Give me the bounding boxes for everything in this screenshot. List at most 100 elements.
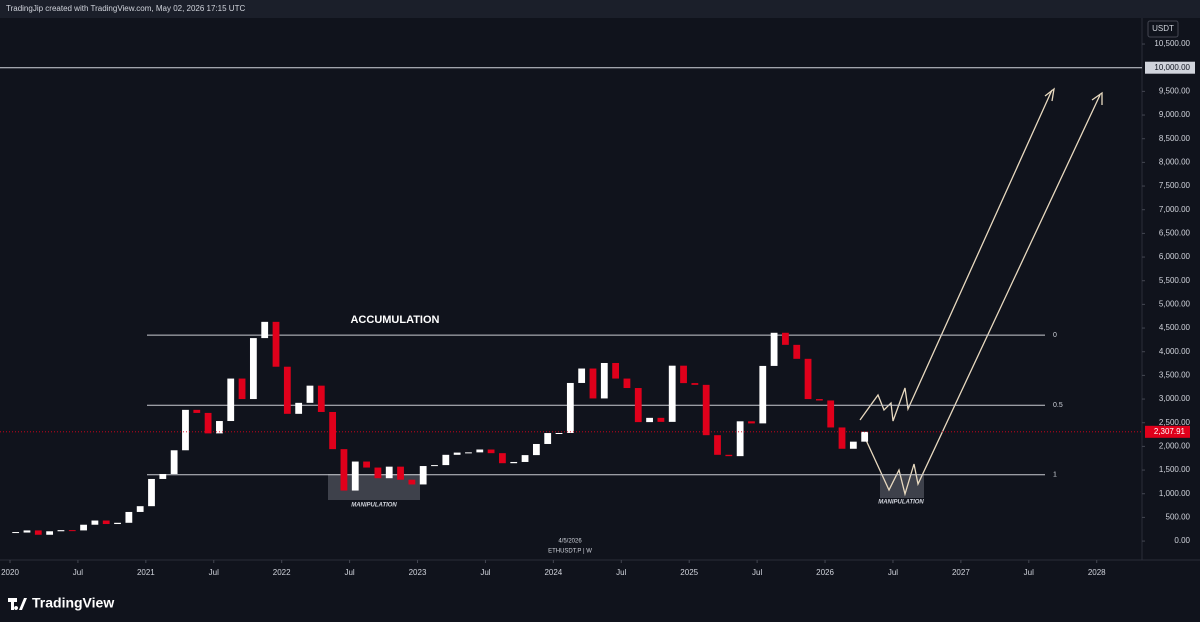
candle	[363, 461, 370, 468]
x-tick-label: Jul	[73, 568, 83, 577]
symbol-label: ETHUSDT.P | W	[548, 549, 592, 555]
candle	[680, 365, 687, 384]
candle	[431, 465, 438, 467]
candle	[317, 385, 325, 412]
candle	[216, 421, 223, 434]
candle	[815, 399, 823, 401]
x-tick-label: 2020	[1, 568, 19, 577]
x-tick-label: Jul	[752, 568, 762, 577]
y-tick-label: 7,500.00	[1159, 181, 1191, 190]
candle	[589, 368, 597, 399]
candle	[114, 522, 121, 525]
y-tick-label: 4,500.00	[1159, 323, 1191, 332]
candle	[544, 433, 552, 444]
y-tick-label: 10,500.00	[1154, 39, 1190, 48]
y-tick-label: 2,000.00	[1159, 442, 1191, 451]
candle	[272, 321, 280, 367]
candle	[419, 466, 427, 485]
candle	[249, 338, 257, 400]
annotation: ACCUMULATION	[350, 314, 439, 326]
candle	[295, 402, 303, 414]
annotation: MANIPULATION	[351, 503, 397, 509]
y-tick-label: 7,000.00	[1159, 205, 1191, 214]
x-tick-label: Jul	[344, 568, 354, 577]
candle	[770, 332, 778, 366]
projection-path	[865, 94, 1101, 497]
x-tick-label: 2022	[273, 568, 291, 577]
candle	[600, 362, 608, 399]
candle	[668, 365, 676, 422]
candle	[340, 449, 348, 491]
candle	[148, 478, 155, 507]
x-tick-label: Jul	[480, 568, 490, 577]
candle	[612, 362, 620, 379]
currency-box	[1147, 20, 1179, 38]
candle	[46, 531, 54, 535]
candle	[555, 432, 563, 434]
y-tick-label: 8,500.00	[1159, 134, 1191, 143]
y-tick-label: 9,000.00	[1159, 110, 1191, 119]
candle	[804, 358, 812, 400]
y-tick-label: 1,000.00	[1159, 489, 1191, 498]
arrow-head	[1044, 87, 1055, 102]
y-tick-label: 4,000.00	[1159, 347, 1191, 356]
candle	[329, 411, 337, 450]
y-tick-label: 500.00	[1166, 513, 1191, 522]
candle	[136, 506, 144, 512]
logo: TradingView	[8, 595, 114, 611]
target-label: 10,000.00	[1154, 63, 1190, 72]
candle	[849, 441, 857, 449]
candle	[80, 524, 87, 531]
candle	[193, 409, 201, 413]
candle	[861, 431, 869, 442]
x-tick-label: 2023	[409, 568, 427, 577]
candle	[748, 421, 755, 424]
candle	[125, 511, 133, 523]
candle	[714, 435, 721, 455]
y-tick-label: 9,500.00	[1159, 86, 1191, 95]
price-label: 2,307.91	[1154, 427, 1186, 436]
candle	[566, 382, 574, 433]
candle	[442, 454, 450, 466]
x-tick-label: 2021	[137, 568, 155, 577]
x-tick-label: Jul	[616, 568, 626, 577]
currency: USDT	[1152, 24, 1174, 33]
candle	[91, 520, 99, 525]
fib-label: 0	[1053, 332, 1057, 339]
target-label-box	[1145, 61, 1195, 74]
y-tick-label: 5,500.00	[1159, 276, 1191, 285]
x-tick-label: Jul	[209, 568, 219, 577]
candle	[838, 427, 846, 449]
candle	[657, 417, 665, 422]
candle	[374, 467, 382, 479]
candle	[23, 530, 31, 533]
candle	[159, 473, 167, 479]
candle	[623, 378, 631, 389]
fib-label: 1	[1053, 472, 1057, 479]
y-tick-label: 0.00	[1174, 536, 1190, 545]
y-tick-label: 3,500.00	[1159, 370, 1191, 379]
header: TradingJip created with TradingView.com,…	[6, 4, 245, 13]
x-tick-label: 2025	[680, 568, 698, 577]
candle	[510, 461, 518, 464]
candle	[465, 452, 472, 454]
y-tick-label: 8,000.00	[1159, 157, 1191, 166]
candle	[238, 378, 246, 400]
candle	[227, 378, 235, 422]
candle	[578, 368, 586, 383]
price-label-box	[1145, 425, 1190, 438]
candle	[68, 530, 76, 532]
y-tick-label: 6,000.00	[1159, 252, 1191, 261]
candle	[759, 365, 767, 424]
candle	[521, 455, 529, 462]
candle	[691, 383, 699, 385]
candle	[283, 366, 291, 414]
x-tick-label: Jul	[888, 568, 898, 577]
header-bar	[0, 0, 1200, 18]
candle	[34, 530, 42, 535]
candle	[102, 520, 110, 525]
candle	[827, 400, 835, 428]
date-label: 4/5/2026	[558, 539, 582, 545]
candle	[476, 449, 484, 453]
x-tick-label: 2028	[1088, 568, 1106, 577]
